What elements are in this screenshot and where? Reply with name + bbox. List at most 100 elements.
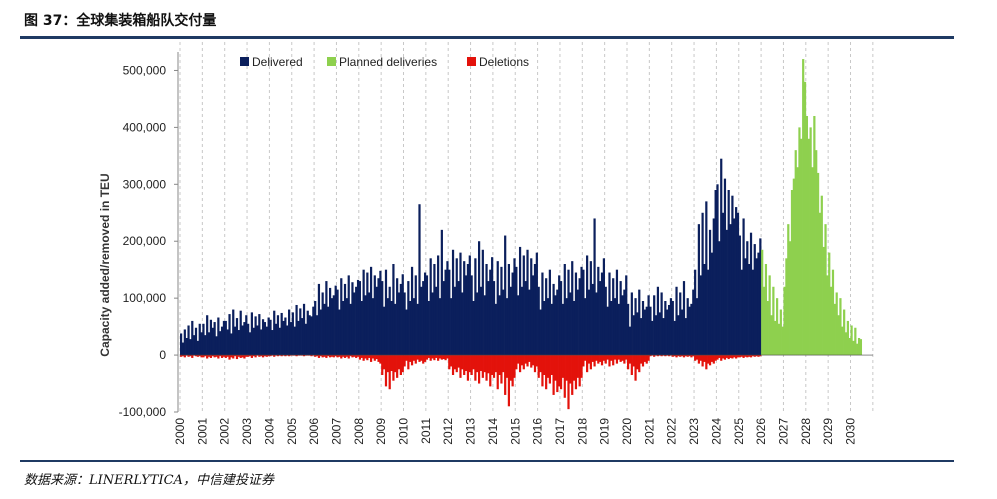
bar [288, 355, 291, 357]
bar [241, 355, 244, 358]
bar [697, 224, 700, 356]
bar [681, 355, 684, 357]
bar [420, 355, 423, 361]
bar [295, 304, 298, 356]
bar [627, 303, 630, 356]
bar [697, 355, 700, 364]
bar [561, 303, 565, 356]
bar [764, 264, 768, 356]
bar [461, 355, 464, 370]
bar [595, 355, 598, 361]
bar [459, 355, 462, 378]
bar [444, 269, 447, 356]
top-rule [20, 36, 954, 39]
bar [349, 355, 352, 357]
bar [498, 355, 501, 375]
bar [649, 355, 652, 357]
bar [701, 212, 704, 356]
bar [744, 258, 747, 356]
bar [518, 355, 522, 373]
bar [384, 355, 388, 387]
bar [215, 355, 218, 357]
bar [390, 355, 393, 372]
bar [243, 355, 246, 359]
bar [580, 266, 583, 356]
bar [366, 272, 369, 356]
y-tick-label: 0 [159, 348, 166, 362]
bar [219, 331, 222, 356]
bar [602, 355, 605, 361]
bar [360, 301, 363, 356]
bar [448, 355, 451, 370]
bar [396, 355, 399, 378]
bar [597, 355, 600, 364]
bar [537, 355, 540, 378]
bar [517, 355, 520, 364]
bar [479, 286, 483, 356]
bar [645, 355, 648, 364]
bar [643, 355, 646, 362]
bar [230, 333, 233, 356]
bar [641, 301, 645, 356]
bar [660, 292, 663, 356]
bar [507, 355, 511, 407]
bar [433, 355, 436, 361]
bar [362, 355, 365, 361]
bar [355, 286, 358, 356]
bar [481, 249, 484, 356]
bar [599, 355, 602, 362]
bar [368, 355, 371, 358]
bar [515, 355, 518, 370]
bottom-rule [20, 460, 954, 462]
y-axis-label: Capacity added/removed in TEU [98, 173, 112, 356]
bar [828, 252, 831, 356]
bar [383, 306, 386, 356]
bar [850, 325, 853, 356]
bar [511, 355, 514, 387]
bar [753, 244, 756, 356]
bar [848, 338, 851, 356]
bar [612, 278, 615, 356]
bar [263, 322, 267, 356]
bar [716, 355, 719, 360]
bar [394, 355, 397, 373]
bar [675, 286, 678, 356]
bar [312, 306, 315, 356]
bar [532, 355, 535, 366]
bar [405, 355, 408, 361]
bar [196, 355, 199, 357]
bar [666, 309, 669, 356]
bar [651, 320, 654, 356]
bar [181, 355, 185, 357]
bar [552, 355, 555, 395]
bar [377, 355, 380, 362]
x-tick-label: 2022 [665, 418, 679, 445]
bar [329, 355, 332, 358]
bar [546, 298, 550, 356]
bar [317, 355, 321, 358]
series-deletions [180, 355, 762, 410]
bar [418, 204, 421, 356]
bar [209, 355, 213, 358]
bar [207, 332, 211, 356]
bar [455, 355, 458, 373]
bar [206, 315, 209, 356]
bar [634, 355, 637, 381]
bar [345, 355, 348, 357]
bar [301, 318, 304, 356]
bar [325, 355, 328, 358]
bar [571, 261, 574, 356]
bar [196, 340, 199, 356]
bar [437, 355, 440, 361]
bar [548, 355, 551, 384]
bar [636, 312, 639, 356]
bar [237, 355, 240, 357]
bar [185, 338, 188, 356]
bar [571, 355, 574, 395]
bar [757, 355, 760, 357]
bar [586, 355, 589, 373]
bar [422, 355, 425, 364]
bar [215, 336, 218, 356]
bar [392, 264, 395, 356]
bar [280, 355, 283, 357]
